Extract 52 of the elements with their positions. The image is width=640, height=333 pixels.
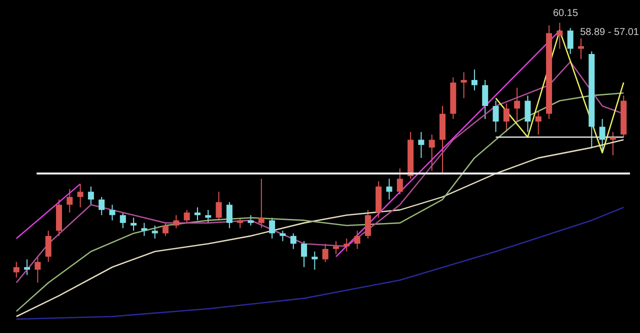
candlestick bbox=[162, 222, 169, 236]
candlestick bbox=[34, 256, 41, 284]
candlestick bbox=[237, 217, 244, 229]
candlestick bbox=[98, 196, 105, 216]
candlestick bbox=[120, 212, 126, 229]
candlestick bbox=[418, 131, 424, 158]
candlestick bbox=[290, 232, 296, 250]
candlestick bbox=[354, 230, 360, 250]
candlestick bbox=[556, 22, 563, 50]
text: 60.15 bbox=[553, 8, 578, 19]
candlestick bbox=[460, 72, 467, 99]
candlestick bbox=[152, 225, 158, 240]
candlestick bbox=[482, 79, 488, 120]
candlestick bbox=[535, 110, 542, 136]
candlestick bbox=[141, 222, 148, 236]
candlestick bbox=[514, 87, 520, 122]
candlestick bbox=[88, 186, 94, 206]
candlestick bbox=[524, 95, 531, 132]
candlestick bbox=[610, 131, 616, 156]
candlestick bbox=[13, 261, 20, 278]
candlestick bbox=[280, 230, 286, 242]
candlestick bbox=[205, 209, 212, 224]
candlestick bbox=[226, 202, 232, 229]
candlestick bbox=[258, 178, 264, 229]
candlestick bbox=[45, 230, 52, 262]
candlestick bbox=[66, 188, 73, 214]
candlestick bbox=[130, 217, 137, 232]
candlestick bbox=[332, 240, 339, 255]
candlestick bbox=[109, 204, 116, 221]
candlestick bbox=[396, 168, 403, 195]
candlestick bbox=[492, 100, 499, 132]
candlestick bbox=[344, 238, 350, 252]
candlestick bbox=[24, 258, 30, 276]
candlestick bbox=[248, 214, 254, 226]
candlestick bbox=[173, 214, 180, 229]
candlestick bbox=[599, 118, 606, 154]
candlestick bbox=[312, 251, 318, 270]
candlestick bbox=[184, 209, 190, 224]
candlestick bbox=[471, 69, 478, 91]
candlestick bbox=[567, 27, 574, 54]
candlestick bbox=[578, 38, 584, 60]
candlestick bbox=[269, 217, 276, 240]
candlestick bbox=[322, 243, 328, 262]
candlestick bbox=[364, 209, 371, 240]
candlestick bbox=[428, 134, 435, 172]
candlestick bbox=[194, 206, 200, 221]
candlestick bbox=[301, 240, 308, 268]
candlestick bbox=[386, 178, 392, 200]
annotation: 58.89 - 57.01 bbox=[580, 27, 640, 38]
candlestick bbox=[216, 191, 222, 221]
candlestick bbox=[503, 102, 510, 132]
candlestick bbox=[77, 183, 84, 208]
